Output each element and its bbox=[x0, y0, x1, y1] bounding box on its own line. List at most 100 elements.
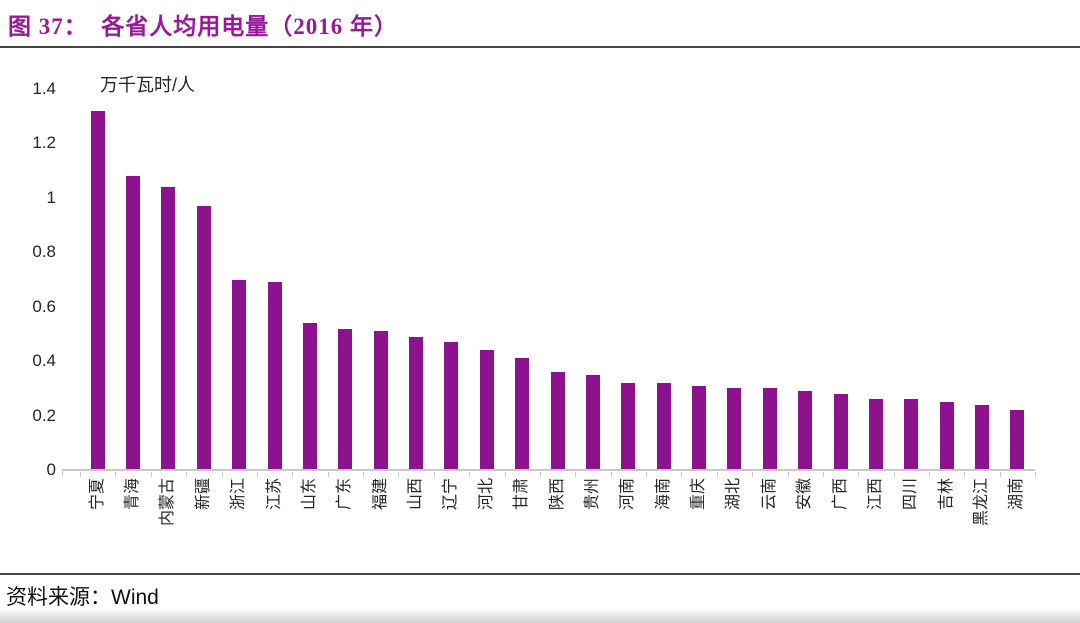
x-axis-tick bbox=[858, 472, 860, 477]
bar-column: 湖北 bbox=[717, 89, 754, 510]
x-axis-tick bbox=[716, 472, 718, 477]
y-tick-label: 0.2 bbox=[32, 405, 56, 425]
bar bbox=[939, 401, 954, 470]
bar bbox=[409, 336, 424, 470]
bar bbox=[126, 176, 141, 470]
bar-column: 福建 bbox=[363, 89, 400, 510]
bar-column: 山西 bbox=[398, 89, 435, 510]
bar-column: 湖南 bbox=[1000, 89, 1037, 510]
x-axis-tick bbox=[398, 472, 400, 477]
x-axis-tick bbox=[752, 472, 754, 477]
y-tick-label: 0.6 bbox=[32, 296, 56, 316]
x-tick-label: 四川 bbox=[902, 478, 920, 511]
x-axis-tick bbox=[681, 472, 683, 477]
x-tick-label: 重庆 bbox=[690, 478, 708, 511]
bar bbox=[692, 385, 707, 470]
x-tick-label: 内蒙古 bbox=[159, 478, 177, 527]
x-axis-tick bbox=[929, 472, 930, 477]
bar bbox=[550, 372, 565, 470]
bar-column: 四川 bbox=[894, 89, 930, 510]
x-axis-tick bbox=[893, 472, 895, 477]
bar-column: 贵州 bbox=[575, 89, 612, 510]
bar-column: 吉林 bbox=[929, 89, 966, 510]
bar-column: 云南 bbox=[752, 89, 789, 510]
x-axis-tick bbox=[822, 472, 824, 477]
bar-column: 辽宁 bbox=[434, 89, 471, 510]
x-tick-label: 吉林 bbox=[937, 478, 955, 511]
source-note: 资料来源：Wind bbox=[6, 581, 159, 611]
source-value: Wind bbox=[111, 586, 159, 609]
x-axis-tick bbox=[539, 472, 541, 477]
y-tick-label: 1.4 bbox=[32, 79, 56, 98]
bar-column: 山东 bbox=[292, 89, 329, 510]
bar bbox=[338, 328, 353, 470]
bar-column: 广西 bbox=[823, 89, 860, 510]
bar bbox=[833, 393, 848, 470]
bar bbox=[727, 388, 742, 470]
bar bbox=[515, 358, 530, 470]
bar-column: 青海 bbox=[115, 89, 152, 510]
x-tick-label: 海南 bbox=[654, 478, 672, 511]
x-tick-label: 福建 bbox=[371, 478, 389, 511]
bottom-gradient bbox=[0, 608, 1080, 623]
x-axis-tick bbox=[363, 472, 364, 477]
x-tick-label: 辽宁 bbox=[442, 478, 460, 511]
bar-column: 河北 bbox=[469, 89, 506, 510]
bar-column: 河南 bbox=[611, 89, 647, 510]
x-tick-label: 安徽 bbox=[796, 478, 814, 511]
x-axis-tick bbox=[646, 472, 647, 477]
x-axis-tick bbox=[504, 472, 506, 477]
figure-title: 图 37： 各省人均用电量（2016 年） bbox=[8, 14, 398, 39]
footer-divider bbox=[0, 573, 1080, 575]
bar bbox=[762, 388, 777, 470]
source-label: 资料来源： bbox=[6, 585, 111, 609]
x-tick-label: 山西 bbox=[407, 478, 425, 511]
bar bbox=[585, 374, 600, 470]
y-tick-label: 0.4 bbox=[32, 351, 56, 371]
x-axis-tick bbox=[433, 472, 435, 477]
x-tick-label: 江西 bbox=[866, 478, 884, 511]
bar bbox=[798, 391, 813, 470]
x-tick-label: 青海 bbox=[124, 478, 142, 511]
x-tick-label: 广西 bbox=[831, 478, 849, 511]
x-tick-label: 河南 bbox=[619, 478, 637, 511]
x-tick-label: 陕西 bbox=[548, 478, 566, 511]
x-tick-label: 湖北 bbox=[725, 478, 743, 511]
x-axis-tick bbox=[327, 472, 329, 477]
x-axis-tick bbox=[964, 472, 966, 477]
bar-column: 重庆 bbox=[681, 89, 718, 510]
bar-column: 新疆 bbox=[186, 89, 223, 510]
x-axis-tick bbox=[575, 472, 577, 477]
x-tick-label: 湖南 bbox=[1008, 478, 1026, 511]
x-tick-label: 江苏 bbox=[265, 478, 283, 511]
x-axis-line bbox=[62, 469, 1035, 471]
y-tick-label: 1 bbox=[46, 187, 56, 207]
x-tick-label: 山东 bbox=[300, 478, 318, 511]
bar-column: 海南 bbox=[646, 89, 683, 510]
x-tick-label: 云南 bbox=[760, 478, 778, 511]
x-tick-label: 新疆 bbox=[194, 478, 212, 511]
bar bbox=[656, 382, 671, 470]
x-axis-tick bbox=[186, 472, 188, 477]
bar-column: 宁夏 bbox=[80, 89, 117, 510]
bar-column: 浙江 bbox=[222, 89, 258, 510]
bar-column: 陕西 bbox=[540, 89, 577, 510]
y-tick-label: 0.8 bbox=[32, 242, 56, 262]
bar bbox=[161, 186, 176, 470]
bar-column: 广东 bbox=[328, 89, 364, 510]
x-axis-tick bbox=[787, 472, 789, 477]
x-axis-tick bbox=[80, 472, 81, 477]
bar-column: 江西 bbox=[858, 89, 895, 510]
x-axis-tick bbox=[1035, 472, 1037, 477]
bar-column: 安徽 bbox=[788, 89, 824, 510]
x-axis-tick bbox=[115, 472, 117, 477]
bar-column: 黑龙江 bbox=[964, 89, 1001, 526]
x-axis-tick bbox=[610, 472, 612, 477]
x-tick-label: 浙江 bbox=[230, 478, 248, 511]
x-axis-tick bbox=[150, 472, 152, 477]
bar bbox=[373, 331, 388, 470]
bar bbox=[302, 323, 317, 470]
x-tick-label: 河北 bbox=[477, 478, 495, 511]
bar bbox=[444, 342, 459, 470]
